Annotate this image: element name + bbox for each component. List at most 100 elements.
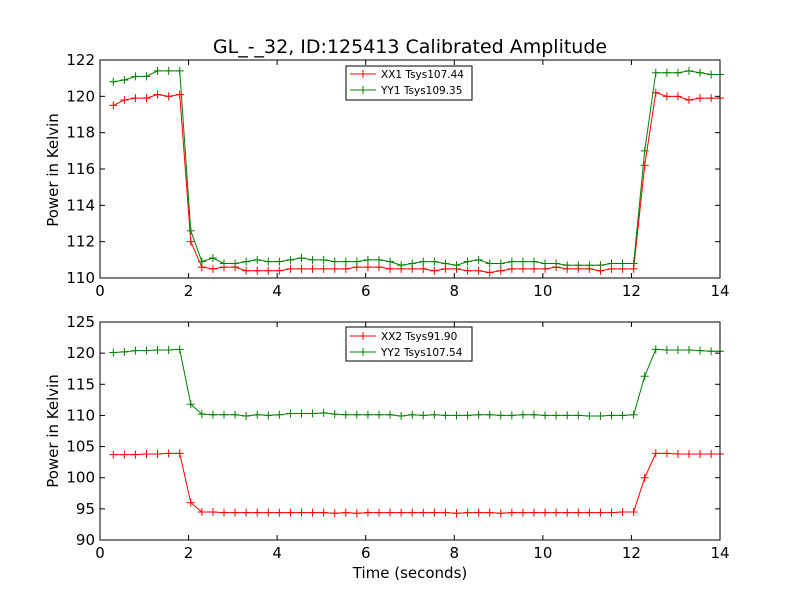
top-series-2-point xyxy=(673,68,682,77)
bottom-series-1-point xyxy=(120,450,129,459)
bottom-series-2-point xyxy=(651,345,660,354)
bottom-y-tick-label: 125 xyxy=(66,313,95,331)
top-series-1-point xyxy=(153,90,162,99)
bottom-y-axis-label: Power in Kelvin xyxy=(44,374,62,488)
bottom-x-tick-label: 14 xyxy=(710,544,729,562)
bottom-subplot: Power in Kelvin Time (seconds) 0 2 4 6 8 10 12… xyxy=(44,313,730,582)
top-y-tick-label: 112 xyxy=(66,233,95,251)
top-series-2-point xyxy=(518,257,527,266)
bottom-series-2-point xyxy=(463,411,472,420)
top-series-2-point xyxy=(618,259,627,268)
bottom-series-2-point xyxy=(662,346,671,355)
bottom-series-2-point xyxy=(297,409,306,418)
top-x-tick-label: 14 xyxy=(710,282,729,300)
top-series-2-point xyxy=(375,255,383,264)
top-series-2-point xyxy=(408,259,417,268)
bottom-y-tick-label: 105 xyxy=(66,438,95,456)
top-series-2-point xyxy=(275,257,284,266)
bottom-series-1-point xyxy=(662,449,671,458)
top-series-2-point xyxy=(264,257,273,266)
bottom-series-1-point xyxy=(352,509,361,518)
bottom-series-1-point xyxy=(574,508,583,517)
top-series-1-point xyxy=(530,264,538,273)
bottom-series-2-point xyxy=(507,411,516,420)
top-series-2-point xyxy=(397,261,406,270)
bottom-legend-xx2-label: XX2 Tsys91.90 xyxy=(381,331,457,343)
bottom-x-tick-label: 10 xyxy=(533,544,552,562)
top-series-1-point xyxy=(386,264,395,273)
top-series-1-point xyxy=(286,264,295,273)
top-series-2-point xyxy=(352,257,361,266)
bottom-series-1-point xyxy=(297,508,306,517)
bottom-series-1-point xyxy=(541,508,550,517)
bottom-series-1-point xyxy=(430,508,439,517)
top-x-tick-label: 4 xyxy=(272,282,282,300)
top-series-2-point xyxy=(208,254,217,263)
bottom-series-1-point xyxy=(618,507,627,516)
top-series-2-point xyxy=(496,259,505,268)
top-series-2-point xyxy=(330,257,339,266)
bottom-series-1-point xyxy=(153,450,162,459)
bottom-series-2-point xyxy=(109,348,118,357)
bottom-series-2 xyxy=(109,345,724,421)
bottom-series-1-point xyxy=(142,450,151,459)
top-series-2-point xyxy=(297,254,306,263)
bottom-series-1-point xyxy=(164,449,173,458)
top-series-2-point xyxy=(563,261,572,270)
bottom-series-2-point xyxy=(131,346,140,355)
bottom-series-1-point xyxy=(518,508,527,517)
top-series-2-point xyxy=(430,257,439,266)
bottom-series-1-point xyxy=(286,508,295,517)
top-series-1-point xyxy=(297,264,306,273)
bottom-series-2-point xyxy=(707,347,716,356)
top-legend-yy1-label: YY1 Tsys109.35 xyxy=(380,85,462,97)
bottom-series-1-point xyxy=(242,508,251,517)
bottom-x-axis-label: Time (seconds) xyxy=(352,564,468,582)
bottom-y-tick-label: 115 xyxy=(66,375,95,393)
bottom-series-2-point xyxy=(319,408,328,417)
bottom-series-2-point xyxy=(363,410,372,419)
top-series-2-point xyxy=(109,77,118,86)
bottom-series-2-point xyxy=(242,412,251,421)
bottom-series-2-point xyxy=(120,347,129,356)
bottom-series-2-point xyxy=(696,346,705,355)
bottom-series-2-point xyxy=(397,412,406,421)
top-series-2-point xyxy=(175,66,184,75)
top-series-2-point xyxy=(629,259,638,268)
top-legend-xx1-label: XX1 Tsys107.44 xyxy=(381,69,464,81)
top-series-1-point xyxy=(109,101,118,110)
bottom-series-1-point xyxy=(208,507,217,516)
bottom-series-1-point xyxy=(485,508,494,517)
top-series-1-point xyxy=(275,266,284,275)
top-series-1-point xyxy=(308,264,317,273)
top-subplot: GL_-_32, ID:125413 Calibrated Amplitude … xyxy=(44,36,730,300)
bottom-series-2-point xyxy=(485,410,494,419)
bottom-series-2-point xyxy=(596,412,605,421)
top-series-1-point xyxy=(662,92,671,101)
bottom-series-2-point xyxy=(142,346,151,355)
bottom-series-1-point xyxy=(552,508,561,517)
top-series-2-point xyxy=(231,259,240,268)
bottom-series-2-point xyxy=(352,410,361,419)
bottom-x-tick-label: 8 xyxy=(450,544,460,562)
bottom-series-2-point xyxy=(441,411,450,420)
top-series-1-point xyxy=(518,264,527,273)
bottom-y-tick-label: 110 xyxy=(66,406,95,424)
top-series-1-point xyxy=(363,263,372,272)
top-series-1-point xyxy=(341,264,350,273)
bottom-x-tick-label: 4 xyxy=(272,544,282,562)
top-series-1-point xyxy=(463,266,472,275)
top-x-tick-label: 12 xyxy=(622,282,641,300)
top-series-2-point xyxy=(131,72,140,81)
bottom-series-1-point xyxy=(175,449,184,458)
top-series-2-point xyxy=(142,72,151,81)
bottom-series-1-point xyxy=(640,473,649,482)
top-series-2-point xyxy=(452,261,461,270)
top-x-tick-label: 2 xyxy=(184,282,194,300)
bottom-series-2-point xyxy=(618,411,627,420)
top-x-tick-label: 6 xyxy=(361,282,371,300)
top-series-2-point xyxy=(696,68,705,77)
top-chart-title: GL_-_32, ID:125413 Calibrated Amplitude xyxy=(213,36,607,58)
bottom-series-2-point xyxy=(197,410,206,419)
